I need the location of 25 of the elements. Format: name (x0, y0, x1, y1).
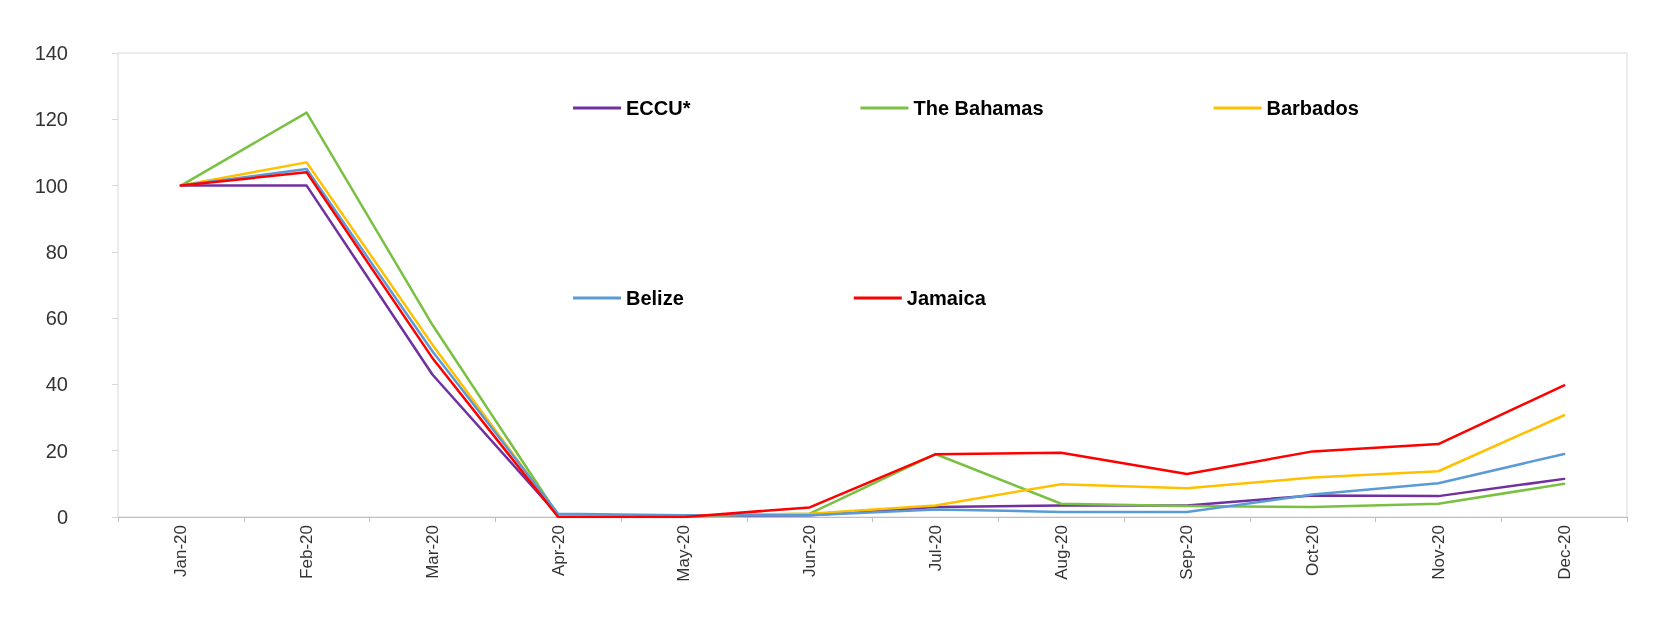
x-tick-label: Jul-20 (925, 525, 945, 572)
x-tick-label: Apr-20 (548, 525, 568, 577)
x-tick-label: Oct-20 (1303, 525, 1323, 577)
y-tick-label: 20 (45, 439, 68, 462)
x-tick-label: Aug-20 (1051, 525, 1071, 580)
x-tick-label: Feb-20 (297, 525, 317, 579)
x-tick-label: Sep-20 (1177, 525, 1197, 580)
x-tick-label: Nov-20 (1428, 525, 1448, 580)
y-tick-label: 60 (45, 307, 68, 330)
x-tick-label: Jun-20 (800, 525, 820, 577)
y-tick-label: 120 (34, 108, 68, 131)
y-tick-label: 0 (56, 506, 68, 528)
x-tick-label: Dec-20 (1554, 525, 1574, 580)
legend-label: ECCU* (626, 97, 691, 119)
x-tick-label: Mar-20 (422, 525, 442, 579)
y-tick-label: 140 (34, 42, 68, 64)
x-tick-label: Jan-20 (171, 525, 191, 577)
legend-label: Jamaica (906, 287, 987, 309)
y-tick-label: 100 (34, 174, 68, 197)
y-tick-label: 80 (45, 240, 68, 263)
legend-label: The Bahamas (913, 97, 1044, 119)
x-tick-label: May-20 (674, 525, 694, 582)
legend-label: Barbados (1266, 97, 1359, 119)
legend-label: Belize (626, 287, 684, 309)
y-tick-label: 40 (45, 373, 68, 396)
